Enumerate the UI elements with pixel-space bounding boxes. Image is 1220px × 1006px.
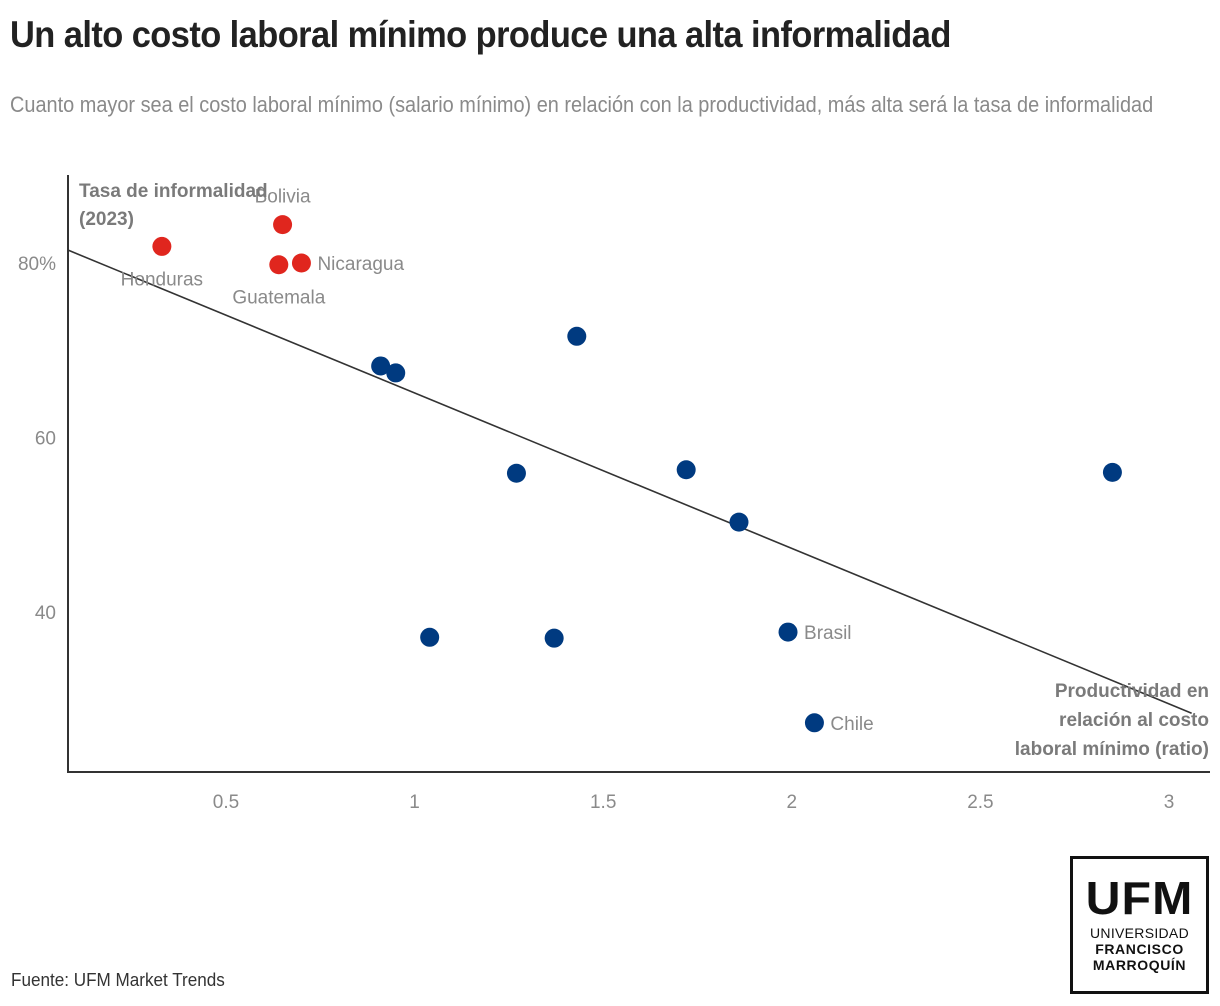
data-point bbox=[544, 628, 564, 648]
data-point bbox=[386, 363, 406, 383]
y-tick-label: 60 bbox=[35, 429, 56, 450]
scatter-chart: 0.5 1 1.5 2 2.5 3 40 60 80% Honduras Bolivia Guate… bbox=[18, 175, 1210, 813]
logo-line-2: FRANCISCO bbox=[1095, 941, 1184, 957]
logo-ufm-text: UFM bbox=[1085, 872, 1194, 924]
data-point bbox=[729, 512, 749, 532]
point-label-honduras: Honduras bbox=[121, 269, 203, 290]
logo-line-3: MARROQUÍN bbox=[1092, 957, 1187, 973]
x-axis-title-line: Productividad en bbox=[1055, 681, 1209, 702]
x-tick-label: 1.5 bbox=[590, 792, 616, 813]
data-point bbox=[1102, 462, 1122, 482]
data-point bbox=[420, 627, 440, 647]
x-tick-label: 1 bbox=[409, 792, 420, 813]
x-tick-label: 0.5 bbox=[213, 792, 239, 813]
x-tick-label: 2 bbox=[787, 792, 798, 813]
chart-subtitle: Cuanto mayor sea el costo laboral mínimo… bbox=[10, 92, 1154, 117]
labels-group: Honduras Bolivia Guatemala Nicaragua Brasil C… bbox=[79, 181, 1209, 760]
x-axis-title-line: laboral mínimo (ratio) bbox=[1015, 739, 1209, 760]
point-label-guatemala: Guatemala bbox=[232, 288, 325, 309]
y-tick-label: 80% bbox=[18, 254, 56, 275]
y-axis-title-line: Tasa de informalidad bbox=[79, 181, 268, 202]
trendline bbox=[67, 249, 1192, 714]
chart-title: Un alto costo laboral mínimo produce una… bbox=[10, 14, 951, 55]
point-nicaragua bbox=[291, 253, 311, 273]
logo-line-1: UNIVERSIDAD bbox=[1090, 925, 1189, 941]
ufm-logo: UFM UNIVERSIDAD FRANCISCO MARROQUÍN bbox=[1070, 856, 1209, 994]
point-label-brasil: Brasil bbox=[804, 623, 852, 644]
point-label-chile: Chile bbox=[830, 714, 873, 735]
point-chile bbox=[804, 713, 824, 733]
point-brasil bbox=[778, 622, 798, 642]
data-point bbox=[371, 356, 391, 376]
x-tick-label: 3 bbox=[1164, 792, 1175, 813]
data-point bbox=[567, 326, 587, 346]
source-note: Fuente: UFM Market Trends bbox=[11, 970, 225, 990]
point-label-bolivia: Bolivia bbox=[255, 187, 311, 208]
point-label-nicaragua: Nicaragua bbox=[317, 254, 404, 275]
points-group bbox=[152, 215, 1122, 733]
data-point bbox=[676, 460, 696, 480]
axes: 0.5 1 1.5 2 2.5 3 40 60 80% bbox=[18, 175, 1210, 813]
point-honduras bbox=[152, 236, 172, 256]
y-axis-title-line: (2023) bbox=[79, 209, 134, 230]
point-bolivia bbox=[273, 215, 293, 235]
y-tick-label: 40 bbox=[35, 603, 56, 624]
data-point bbox=[506, 463, 526, 483]
trendline-group bbox=[67, 249, 1192, 714]
x-tick-label: 2.5 bbox=[967, 792, 993, 813]
x-axis-title-line: relación al costo bbox=[1059, 710, 1209, 731]
point-guatemala bbox=[269, 255, 289, 275]
